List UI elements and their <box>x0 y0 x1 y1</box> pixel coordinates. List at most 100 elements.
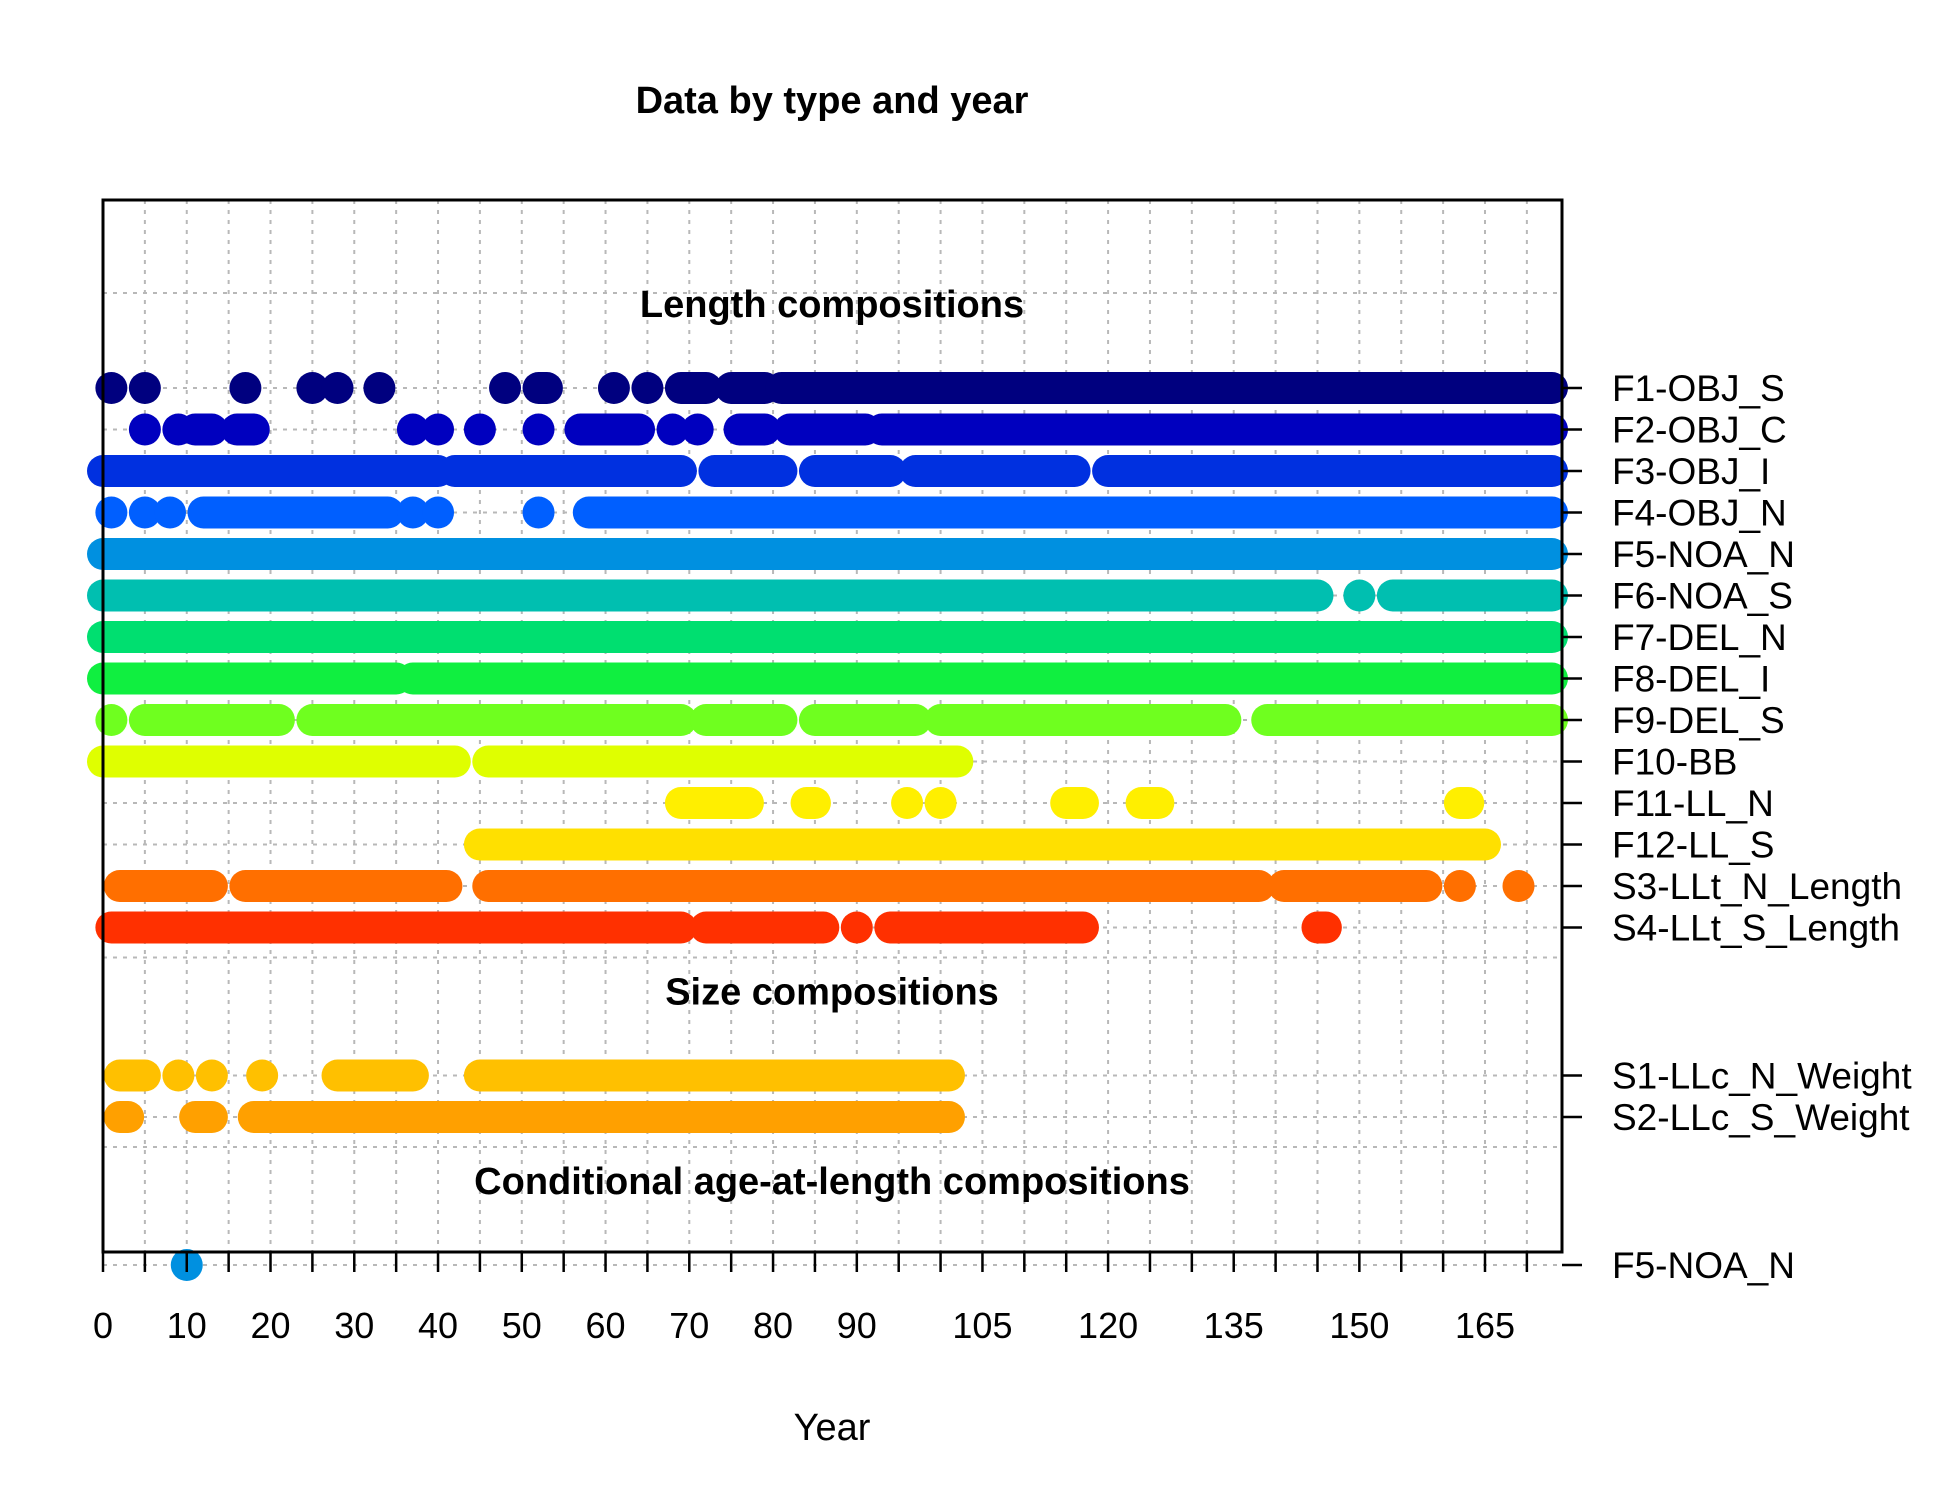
y-tick-label: F12-LL_S <box>1612 825 1775 866</box>
plot-frame <box>101 198 1564 1254</box>
data-point-run <box>128 704 295 736</box>
data-point <box>396 496 429 529</box>
section-label: Length compositions <box>640 284 1024 326</box>
series-F9-DEL_S <box>95 704 1568 736</box>
y-tick-label: F11-LL_N <box>1612 783 1774 824</box>
x-tick-label: 10 <box>167 1305 207 1346</box>
data-point-run <box>472 745 974 778</box>
data-point <box>597 372 630 404</box>
data-point-run <box>1267 870 1443 902</box>
data-point-run <box>1443 787 1485 819</box>
data-point <box>195 1059 228 1092</box>
y-tick-label: F1-OBJ_S <box>1612 368 1785 409</box>
data-point-run <box>1251 704 1568 736</box>
data-point-run <box>572 496 1568 529</box>
x-axis: 0 10 20 30 40 50 60 70 80 90 105 120 135 150 165 <box>93 1252 1529 1346</box>
data-point-run <box>715 372 781 404</box>
data-point <box>128 372 161 404</box>
data-point-run <box>690 704 798 736</box>
x-tick-label: 150 <box>1329 1305 1389 1346</box>
series-S4-LLt_S_Length <box>95 911 1342 944</box>
y-tick-label: S4-LLt_S_Length <box>1612 908 1900 949</box>
data-point-run <box>296 704 697 736</box>
data-point-run <box>924 704 1242 736</box>
x-tick-label: 30 <box>334 1305 374 1346</box>
data-point-run <box>463 1059 965 1092</box>
data-point-run <box>237 1101 965 1133</box>
data-point-run <box>798 455 907 487</box>
data-point <box>522 496 555 529</box>
data-point <box>891 787 924 819</box>
data-point-run <box>179 1101 228 1133</box>
x-tick-label: 60 <box>586 1305 626 1346</box>
series-F8-DEL_I <box>87 662 1568 695</box>
data-point-run <box>187 496 404 529</box>
data-point-run <box>723 413 781 446</box>
data-point-run <box>1301 911 1342 944</box>
data-point-run <box>87 745 471 778</box>
data-point-run <box>865 413 1568 446</box>
data-point-run <box>690 911 840 944</box>
data-point-run <box>87 579 1334 612</box>
data-point <box>489 372 522 404</box>
x-tick-label: 0 <box>93 1305 113 1346</box>
data-point <box>95 372 128 404</box>
data-point-run <box>95 911 697 944</box>
x-tick-label: 80 <box>753 1305 793 1346</box>
chart-title: Data by type and year <box>636 80 1029 122</box>
y-tick-label: F9-DEL_S <box>1612 700 1785 741</box>
series-F4-OBJ_N <box>95 496 1568 529</box>
data-point-run <box>179 413 228 446</box>
data-point-run <box>103 1101 145 1133</box>
y-tick-label: F10-BB <box>1612 742 1737 783</box>
data-point <box>631 372 664 404</box>
data-point <box>321 372 354 404</box>
series-S1-LLc_N_Weight <box>103 1059 965 1092</box>
data-point-run <box>698 455 798 487</box>
x-tick-label: 20 <box>250 1305 290 1346</box>
data-point <box>95 704 128 736</box>
x-tick-label: 165 <box>1455 1305 1515 1346</box>
y-tick-label: S3-LLt_N_Length <box>1612 866 1902 907</box>
x-tick-label: 105 <box>952 1305 1012 1346</box>
points-layer <box>87 372 1568 1281</box>
data-point <box>924 787 957 819</box>
data-point-run <box>1092 455 1568 487</box>
x-tick-label: 135 <box>1204 1305 1264 1346</box>
data-point-run <box>899 455 1091 487</box>
data-point <box>840 911 873 944</box>
series-F2-OBJ_C <box>128 413 1568 446</box>
data-point <box>396 413 429 446</box>
data-point-run <box>221 413 270 446</box>
data-point-run <box>87 621 1568 653</box>
y-tick-label: F8-DEL_I <box>1612 659 1770 700</box>
data-point-run <box>229 870 463 902</box>
data-point-run <box>773 413 882 446</box>
data-point <box>246 1059 279 1092</box>
data-point-run <box>664 787 764 819</box>
y-axis: F1-OBJ_SF2-OBJ_CF3-OBJ_IF4-OBJ_NF5-NOA_N… <box>1562 368 1912 1286</box>
data-point-run <box>103 1059 161 1092</box>
data-point-run <box>396 662 1568 695</box>
x-tick-label: 50 <box>502 1305 542 1346</box>
series-S2-LLc_S_Weight <box>103 1101 965 1133</box>
data-point <box>229 372 262 404</box>
data-point <box>1502 870 1535 902</box>
data-point <box>422 496 455 529</box>
y-tick-label: S1-LLc_N_Weight <box>1612 1056 1912 1097</box>
data-point <box>463 413 496 446</box>
series-F6-NOA_S <box>87 579 1568 612</box>
x-tick-label: 90 <box>837 1305 877 1346</box>
x-axis-label: Year <box>794 1407 871 1449</box>
data-point-run <box>798 704 932 736</box>
data-point-run <box>87 662 413 695</box>
data-point <box>154 496 187 529</box>
data-point <box>162 1059 195 1092</box>
data-point <box>681 413 714 446</box>
data-point-run <box>765 372 1568 404</box>
y-tick-label: F3-OBJ_I <box>1612 451 1770 492</box>
data-point-run <box>438 455 697 487</box>
data-point-run <box>1376 579 1568 612</box>
data-point <box>1443 870 1476 902</box>
